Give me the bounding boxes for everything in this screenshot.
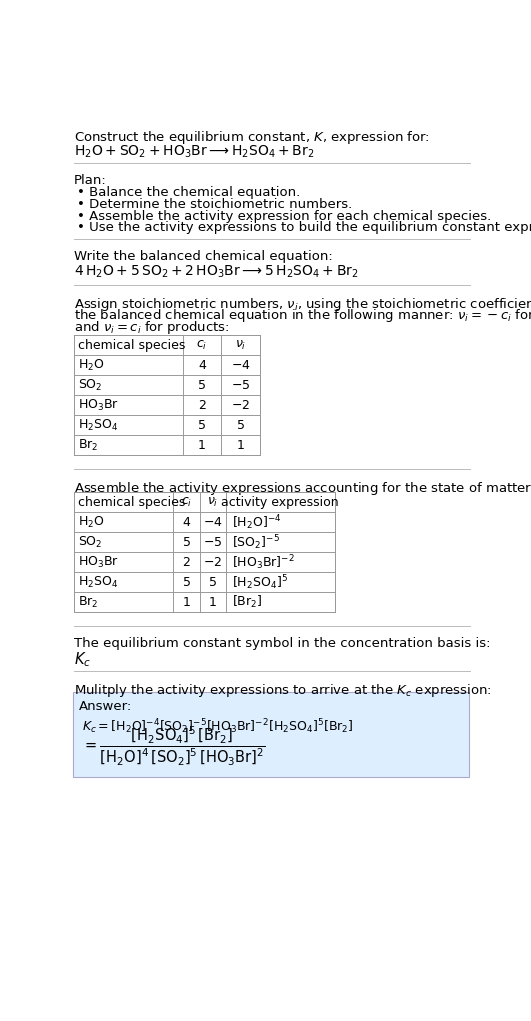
Text: 5: 5 [198,419,206,432]
Text: 4: 4 [198,358,206,372]
Text: • Determine the stoichiometric numbers.: • Determine the stoichiometric numbers. [77,198,353,211]
Text: 2: 2 [198,398,206,411]
Text: Construct the equilibrium constant, $K$, expression for:: Construct the equilibrium constant, $K$,… [74,130,430,146]
Text: $[\mathrm{HO_3Br}]^{-2}$: $[\mathrm{HO_3Br}]^{-2}$ [232,552,295,572]
Text: $\mathrm{H_2O}$: $\mathrm{H_2O}$ [78,515,105,530]
Text: $-5$: $-5$ [203,536,222,548]
Text: Assign stoichiometric numbers, $\nu_i$, using the stoichiometric coefficients, $: Assign stoichiometric numbers, $\nu_i$, … [74,296,531,312]
Text: 1: 1 [237,439,245,451]
Text: the balanced chemical equation in the following manner: $\nu_i = -c_i$ for react: the balanced chemical equation in the fo… [74,307,531,325]
Text: 1: 1 [209,595,217,609]
Text: $\mathrm{Br_2}$: $\mathrm{Br_2}$ [78,594,98,610]
Text: $[\mathrm{H_2SO_4}]^{5}$: $[\mathrm{H_2SO_4}]^{5}$ [232,573,288,591]
Text: $c_i$: $c_i$ [181,495,192,508]
Text: $= \dfrac{[\mathrm{H_2SO_4}]^{5}\,[\mathrm{Br_2}]}{[\mathrm{H_2O}]^{4}\,[\mathrm: $= \dfrac{[\mathrm{H_2SO_4}]^{5}\,[\math… [82,725,266,768]
Text: 5: 5 [183,536,191,548]
Text: • Balance the chemical equation.: • Balance the chemical equation. [77,187,301,199]
Text: 4: 4 [183,516,191,529]
Text: $[\mathrm{Br_2}]$: $[\mathrm{Br_2}]$ [232,594,263,611]
Text: $-4$: $-4$ [231,358,251,372]
Text: $-4$: $-4$ [203,516,222,529]
Text: • Use the activity expressions to build the equilibrium constant expression.: • Use the activity expressions to build … [77,222,531,234]
Bar [74,335,260,455]
Text: $\mathrm{HO_3Br}$: $\mathrm{HO_3Br}$ [78,554,119,570]
Text: $\nu_i$: $\nu_i$ [235,339,246,351]
Text: $\mathrm{H_2O}$: $\mathrm{H_2O}$ [78,357,105,373]
Text: 1: 1 [183,595,191,609]
Text: $[\mathrm{H_2O}]^{-4}$: $[\mathrm{H_2O}]^{-4}$ [232,513,281,532]
Text: $\mathrm{SO_2}$: $\mathrm{SO_2}$ [78,535,102,549]
Text: $K_c = [\mathrm{H_2O}]^{-4}[\mathrm{SO_2}]^{-5}[\mathrm{HO_3Br}]^{-2}[\mathrm{H_: $K_c = [\mathrm{H_2O}]^{-4}[\mathrm{SO_2… [82,717,354,736]
Text: $\mathrm{H_2SO_4}$: $\mathrm{H_2SO_4}$ [78,418,118,433]
Text: $K_c$: $K_c$ [74,650,91,670]
Text: $[\mathrm{SO_2}]^{-5}$: $[\mathrm{SO_2}]^{-5}$ [232,533,280,551]
Text: The equilibrium constant symbol in the concentration basis is:: The equilibrium constant symbol in the c… [74,637,491,650]
Bar [73,692,468,777]
Text: chemical species: chemical species [78,339,185,351]
Text: $-2$: $-2$ [231,398,250,411]
Text: $\mathrm{H_2O + SO_2 + HO_3Br} \longrightarrow \mathrm{H_2SO_4 + Br_2}$: $\mathrm{H_2O + SO_2 + HO_3Br} \longrigh… [74,143,314,159]
Text: and $\nu_i = c_i$ for products:: and $\nu_i = c_i$ for products: [74,319,230,336]
Text: 5: 5 [198,379,206,392]
Text: 2: 2 [183,555,191,569]
Text: $\mathrm{SO_2}$: $\mathrm{SO_2}$ [78,378,102,393]
Text: Assemble the activity expressions accounting for the state of matter and $\nu_i$: Assemble the activity expressions accoun… [74,480,531,497]
Text: activity expression: activity expression [221,495,339,508]
Text: $\mathrm{H_2SO_4}$: $\mathrm{H_2SO_4}$ [78,575,118,590]
Text: $4\,\mathrm{H_2O} + 5\,\mathrm{SO_2} + 2\,\mathrm{HO_3Br} \longrightarrow 5\,\ma: $4\,\mathrm{H_2O} + 5\,\mathrm{SO_2} + 2… [74,263,359,280]
Text: $\mathrm{HO_3Br}$: $\mathrm{HO_3Br}$ [78,397,119,412]
Text: $c_i$: $c_i$ [196,339,208,351]
Text: • Assemble the activity expression for each chemical species.: • Assemble the activity expression for e… [77,209,492,223]
Text: 5: 5 [237,419,245,432]
Text: Plan:: Plan: [74,175,107,187]
Text: 5: 5 [209,576,217,589]
Bar [74,492,335,613]
Text: $\mathrm{Br_2}$: $\mathrm{Br_2}$ [78,438,98,452]
Text: $-5$: $-5$ [231,379,251,392]
Text: Write the balanced chemical equation:: Write the balanced chemical equation: [74,249,333,262]
Text: 5: 5 [183,576,191,589]
Text: chemical species: chemical species [78,495,185,508]
Text: Mulitply the activity expressions to arrive at the $K_c$ expression:: Mulitply the activity expressions to arr… [74,682,492,698]
Text: $-2$: $-2$ [203,555,222,569]
Text: 1: 1 [198,439,206,451]
Text: Answer:: Answer: [79,700,132,713]
Text: $\nu_i$: $\nu_i$ [207,495,219,508]
